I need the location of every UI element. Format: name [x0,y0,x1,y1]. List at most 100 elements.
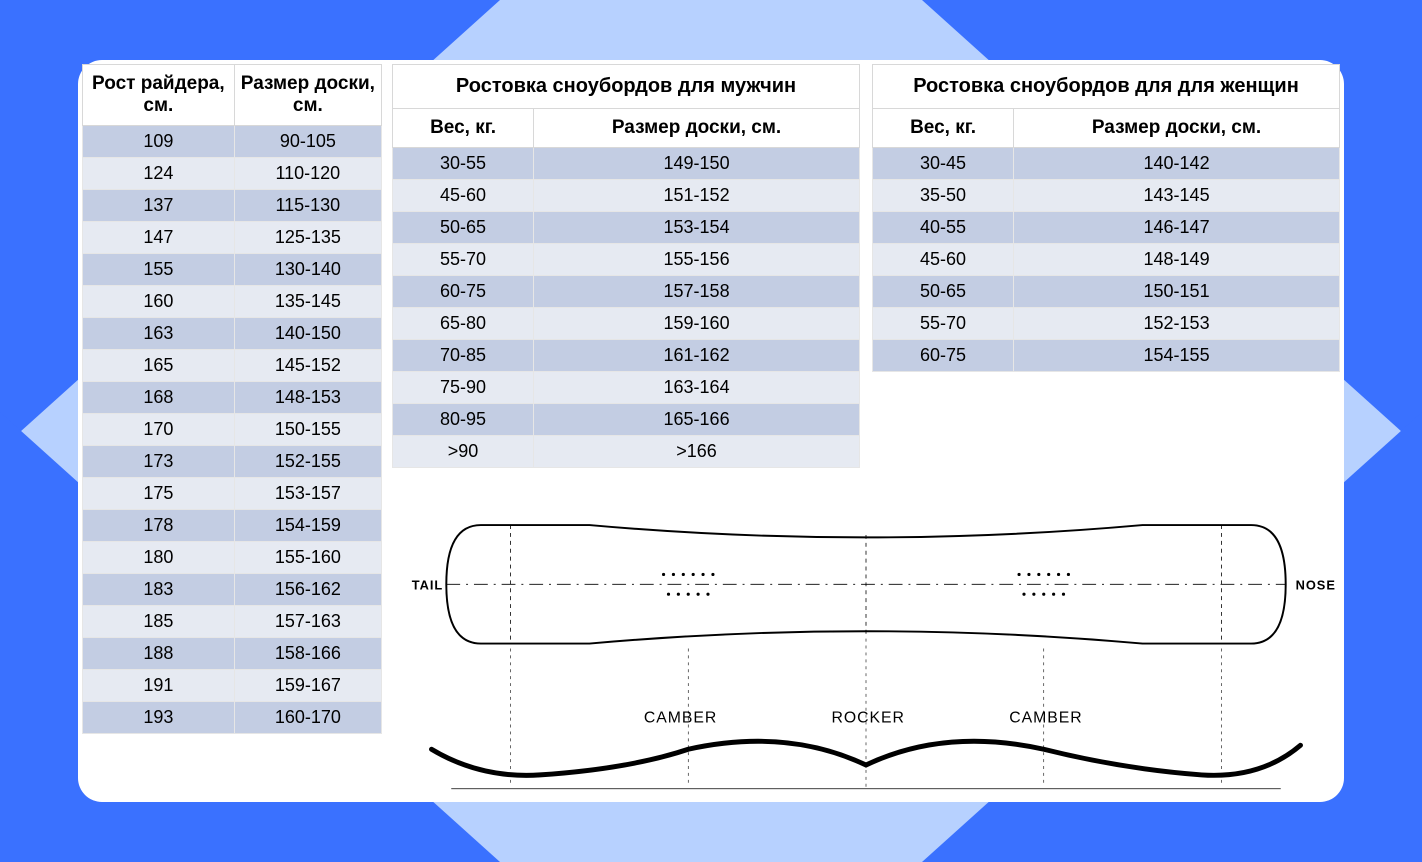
table-cell: 154-159 [234,510,381,542]
tail-label: TAIL [412,577,444,592]
table-row: 50-65150-151 [873,276,1340,308]
women-size-header: Размер доски, см. [1014,109,1340,148]
table-cell: 80-95 [393,404,534,436]
table-cell: 160 [83,286,235,318]
table-cell: 75-90 [393,372,534,404]
table-cell: 180 [83,542,235,574]
table-row: 193160-170 [83,702,382,734]
table-cell: 175 [83,478,235,510]
height-col-header: Рост райдера, см. [83,65,235,126]
snowboard-diagram: TAIL NOSE CAMBER ROCKER CAMBER [392,488,1340,819]
table-row: 173152-155 [83,446,382,478]
men-size-header: Размер доски, см. [534,109,860,148]
table-cell: 135-145 [234,286,381,318]
table-cell: 55-70 [393,244,534,276]
content-card: Рост райдера, см. Размер доски, см. 1099… [78,60,1344,802]
table-cell: 45-60 [393,180,534,212]
table-row: 137115-130 [83,190,382,222]
table-cell: 160-170 [234,702,381,734]
table-cell: 40-55 [873,212,1014,244]
table-cell: 151-152 [534,180,860,212]
table-row: 155130-140 [83,254,382,286]
table-cell: 155-160 [234,542,381,574]
table-cell: >90 [393,436,534,468]
table-cell: 148-153 [234,382,381,414]
table-row: 185157-163 [83,606,382,638]
table-cell: 70-85 [393,340,534,372]
height-size-table-container: Рост райдера, см. Размер доски, см. 1099… [82,64,382,794]
table-cell: 165 [83,350,235,382]
table-cell: 156-162 [234,574,381,606]
board-size-col-header: Размер доски, см. [234,65,381,126]
table-cell: 145-152 [234,350,381,382]
table-row: 178154-159 [83,510,382,542]
table-row: 45-60151-152 [393,180,860,212]
table-cell: 50-65 [393,212,534,244]
table-cell: 155 [83,254,235,286]
table-row: 55-70152-153 [873,308,1340,340]
table-cell: 140-142 [1014,148,1340,180]
table-cell: 130-140 [234,254,381,286]
table-cell: 110-120 [234,158,381,190]
table-cell: 158-166 [234,638,381,670]
table-cell: 191 [83,670,235,702]
table-cell: 154-155 [1014,340,1340,372]
profile-label-rocker: ROCKER [831,710,905,727]
table-cell: 35-50 [873,180,1014,212]
table-cell: >166 [534,436,860,468]
men-weight-header: Вес, кг. [393,109,534,148]
table-row: 10990-105 [83,126,382,158]
table-row: 70-85161-162 [393,340,860,372]
table-row: 40-55146-147 [873,212,1340,244]
table-cell: 157-163 [234,606,381,638]
table-cell: 65-80 [393,308,534,340]
table-row: 60-75157-158 [393,276,860,308]
table-cell: 153-154 [534,212,860,244]
table-row: 30-55149-150 [393,148,860,180]
table-row: 65-80159-160 [393,308,860,340]
table-cell: 147 [83,222,235,254]
table-cell: 170 [83,414,235,446]
table-cell: 143-145 [1014,180,1340,212]
table-row: 30-45140-142 [873,148,1340,180]
table-cell: 30-45 [873,148,1014,180]
table-cell: 90-105 [234,126,381,158]
men-size-table: Ростовка сноубордов для мужчин Вес, кг. … [392,64,860,468]
table-cell: 163-164 [534,372,860,404]
women-weight-header: Вес, кг. [873,109,1014,148]
table-cell: 163 [83,318,235,350]
table-cell: 60-75 [873,340,1014,372]
table-cell: 30-55 [393,148,534,180]
table-cell: 173 [83,446,235,478]
table-row: 160135-145 [83,286,382,318]
table-row: 188158-166 [83,638,382,670]
table-cell: 153-157 [234,478,381,510]
table-row: 191159-167 [83,670,382,702]
table-cell: 125-135 [234,222,381,254]
table-cell: 168 [83,382,235,414]
men-table-title: Ростовка сноубордов для мужчин [393,65,860,109]
table-row: 45-60148-149 [873,244,1340,276]
profile-label-camber-2: CAMBER [1009,710,1083,727]
table-row: 175153-157 [83,478,382,510]
table-cell: 159-167 [234,670,381,702]
table-row: 60-75154-155 [873,340,1340,372]
table-cell: 150-155 [234,414,381,446]
table-row: 124110-120 [83,158,382,190]
table-row: 170150-155 [83,414,382,446]
table-cell: 50-65 [873,276,1014,308]
table-cell: 193 [83,702,235,734]
table-row: 183156-162 [83,574,382,606]
table-row: 80-95165-166 [393,404,860,436]
table-cell: 165-166 [534,404,860,436]
table-row: 165145-152 [83,350,382,382]
table-cell: 148-149 [1014,244,1340,276]
table-cell: 183 [83,574,235,606]
table-cell: 137 [83,190,235,222]
table-row: 75-90163-164 [393,372,860,404]
table-cell: 109 [83,126,235,158]
table-cell: 152-153 [1014,308,1340,340]
table-cell: 188 [83,638,235,670]
men-table-container: Ростовка сноубордов для мужчин Вес, кг. … [392,64,860,468]
table-cell: 178 [83,510,235,542]
